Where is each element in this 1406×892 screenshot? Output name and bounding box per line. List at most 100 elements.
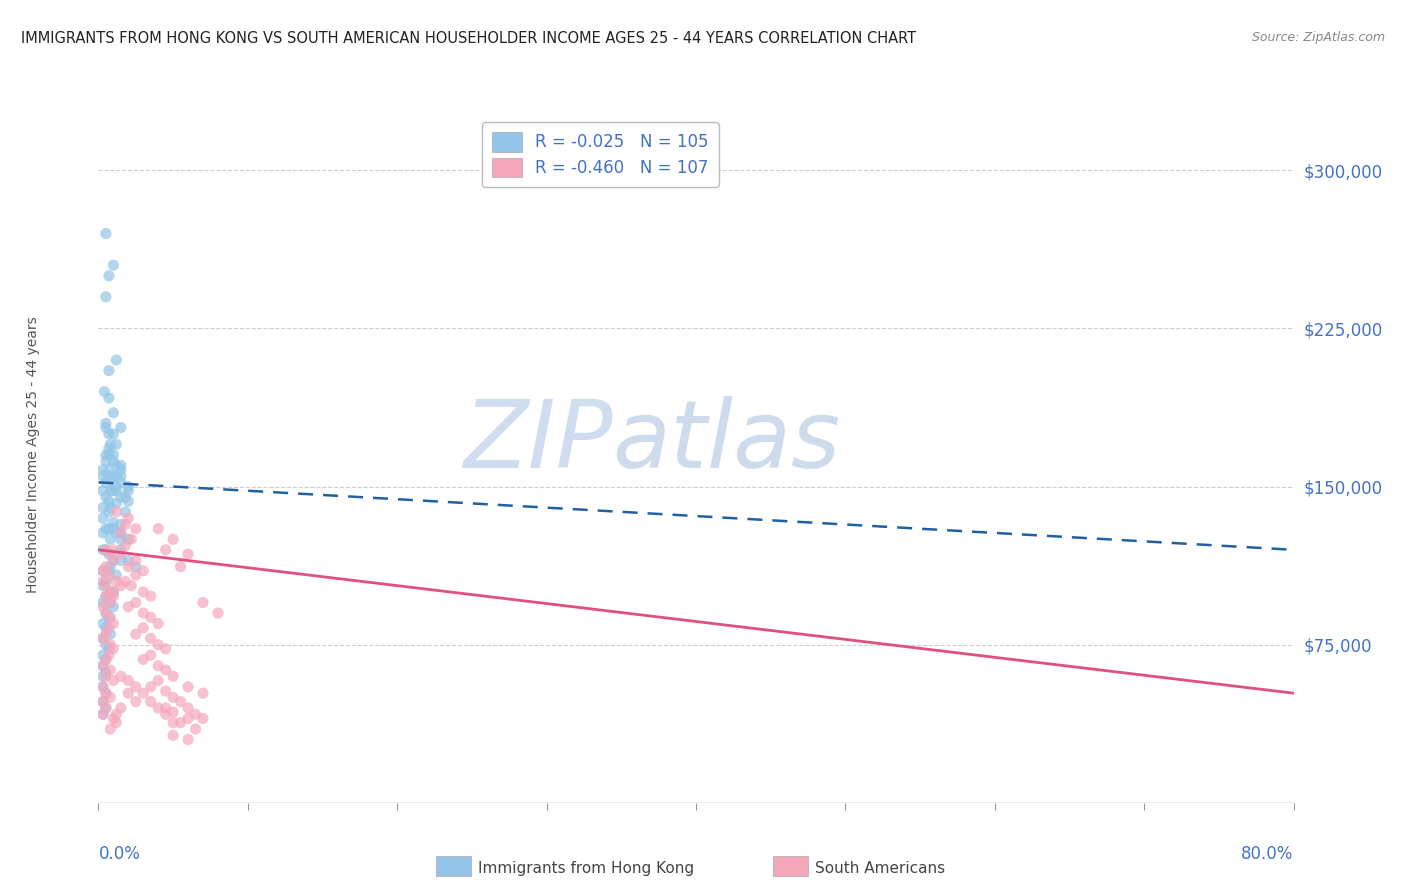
Point bbox=[91, 680, 114, 694]
Point bbox=[110, 525, 132, 540]
Point bbox=[139, 680, 162, 694]
Point bbox=[110, 490, 132, 504]
Point bbox=[97, 522, 120, 536]
Point bbox=[110, 701, 132, 715]
Point bbox=[97, 426, 120, 441]
Point bbox=[110, 458, 132, 473]
Point bbox=[103, 516, 125, 530]
Point bbox=[91, 500, 114, 515]
Point bbox=[100, 483, 122, 498]
Point bbox=[91, 695, 114, 709]
Point bbox=[91, 542, 114, 557]
Point bbox=[103, 553, 125, 567]
Point bbox=[91, 511, 114, 525]
Point bbox=[91, 680, 114, 694]
Point bbox=[191, 686, 214, 700]
Point bbox=[148, 658, 170, 673]
Point bbox=[110, 533, 132, 547]
Point bbox=[114, 517, 136, 532]
Point bbox=[94, 686, 117, 700]
Point bbox=[125, 695, 148, 709]
Point bbox=[97, 648, 120, 663]
Point bbox=[132, 621, 155, 635]
Text: atlas: atlas bbox=[613, 395, 841, 486]
Point bbox=[100, 722, 122, 736]
Point bbox=[110, 469, 132, 483]
Point bbox=[125, 553, 148, 567]
Point bbox=[91, 574, 114, 589]
Point bbox=[103, 542, 125, 557]
Point bbox=[103, 585, 125, 599]
Point bbox=[103, 711, 125, 725]
Point bbox=[103, 426, 125, 441]
Point bbox=[91, 648, 114, 663]
Point bbox=[169, 715, 191, 730]
Point bbox=[97, 494, 120, 508]
Point bbox=[94, 417, 117, 431]
Text: Source: ZipAtlas.com: Source: ZipAtlas.com bbox=[1251, 31, 1385, 45]
Point bbox=[139, 632, 162, 646]
Point bbox=[94, 621, 117, 635]
Point bbox=[103, 448, 125, 462]
Point bbox=[94, 701, 117, 715]
Point bbox=[105, 505, 128, 519]
Point bbox=[103, 483, 125, 498]
Point bbox=[100, 627, 122, 641]
Point bbox=[184, 707, 207, 722]
Point bbox=[117, 599, 139, 614]
Point bbox=[155, 701, 177, 715]
Point bbox=[100, 473, 122, 487]
Point bbox=[191, 595, 214, 609]
Point bbox=[162, 533, 184, 547]
Text: 0.0%: 0.0% bbox=[98, 845, 141, 863]
Point bbox=[105, 469, 128, 483]
Point bbox=[155, 684, 177, 698]
Point bbox=[162, 669, 184, 683]
Point bbox=[94, 579, 117, 593]
Point bbox=[103, 406, 125, 420]
Point bbox=[91, 695, 114, 709]
Point bbox=[91, 483, 114, 498]
Point bbox=[91, 469, 114, 483]
Point bbox=[91, 463, 114, 477]
Point bbox=[103, 553, 125, 567]
Point bbox=[94, 652, 117, 666]
Point bbox=[110, 669, 132, 683]
Point bbox=[94, 606, 117, 620]
Point bbox=[103, 454, 125, 468]
Point bbox=[103, 585, 125, 599]
Point bbox=[97, 505, 120, 519]
Point bbox=[177, 711, 200, 725]
Point bbox=[105, 479, 128, 493]
Point bbox=[94, 669, 117, 683]
Point bbox=[177, 701, 200, 715]
Point bbox=[132, 686, 155, 700]
Point bbox=[155, 542, 177, 557]
Point bbox=[97, 448, 120, 462]
Point bbox=[105, 574, 128, 589]
Point bbox=[110, 542, 132, 557]
Point bbox=[139, 695, 162, 709]
Point bbox=[97, 442, 120, 456]
Point bbox=[97, 641, 120, 656]
Point bbox=[110, 547, 132, 561]
Point bbox=[105, 715, 128, 730]
Point bbox=[91, 595, 114, 609]
Point bbox=[100, 437, 122, 451]
Point bbox=[91, 707, 114, 722]
Point bbox=[91, 669, 114, 683]
Point bbox=[105, 707, 128, 722]
Point bbox=[94, 290, 117, 304]
Point bbox=[91, 579, 114, 593]
Point bbox=[162, 728, 184, 742]
Point bbox=[100, 500, 122, 515]
Point bbox=[117, 553, 139, 567]
Point bbox=[94, 574, 117, 589]
Point bbox=[105, 496, 128, 510]
Point bbox=[120, 579, 142, 593]
Legend: R = -0.025   N = 105, R = -0.460   N = 107: R = -0.025 N = 105, R = -0.460 N = 107 bbox=[482, 122, 718, 187]
Point bbox=[110, 525, 132, 540]
Point bbox=[105, 483, 128, 498]
Point bbox=[162, 690, 184, 705]
Point bbox=[110, 420, 132, 434]
